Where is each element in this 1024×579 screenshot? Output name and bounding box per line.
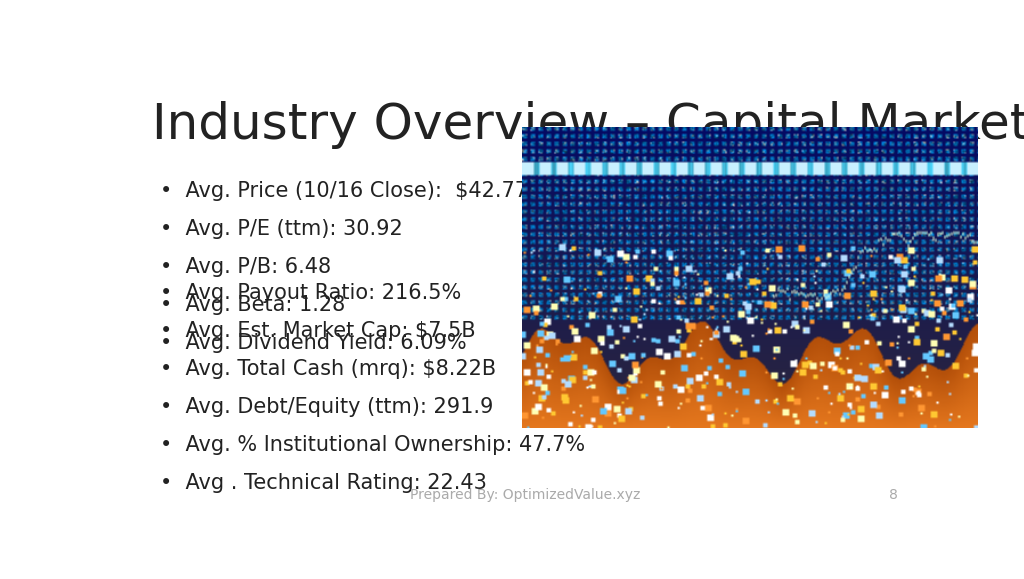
- Text: •  Avg. Debt/Equity (ttm): 291.9: • Avg. Debt/Equity (ttm): 291.9: [160, 397, 494, 417]
- Text: Prepared By: OptimizedValue.xyz: Prepared By: OptimizedValue.xyz: [410, 488, 640, 502]
- Text: 8: 8: [889, 488, 898, 502]
- Text: •  Avg. Est. Market Cap: $7.5B: • Avg. Est. Market Cap: $7.5B: [160, 321, 475, 342]
- Text: •  Avg. % Institutional Ownership: 47.7%: • Avg. % Institutional Ownership: 47.7%: [160, 435, 585, 455]
- Text: Industry Overview – Capital Markets: Industry Overview – Capital Markets: [152, 101, 1024, 149]
- Text: •  Avg. P/E (ttm): 30.92: • Avg. P/E (ttm): 30.92: [160, 219, 402, 239]
- Text: •  Avg . Technical Rating: 22.43: • Avg . Technical Rating: 22.43: [160, 473, 486, 493]
- Text: •  Avg. Dividend Yield: 6.09%: • Avg. Dividend Yield: 6.09%: [160, 332, 466, 353]
- Text: •  Avg. Payout Ratio: 216.5%: • Avg. Payout Ratio: 216.5%: [160, 284, 461, 303]
- Text: •  Avg. Price (10/16 Close):  $42.77: • Avg. Price (10/16 Close): $42.77: [160, 181, 527, 201]
- Text: •  Avg. Beta: 1.28: • Avg. Beta: 1.28: [160, 295, 345, 314]
- Text: •  Avg. Total Cash (mrq): $8.22B: • Avg. Total Cash (mrq): $8.22B: [160, 359, 496, 379]
- Text: •  Avg. P/B: 6.48: • Avg. P/B: 6.48: [160, 256, 331, 277]
